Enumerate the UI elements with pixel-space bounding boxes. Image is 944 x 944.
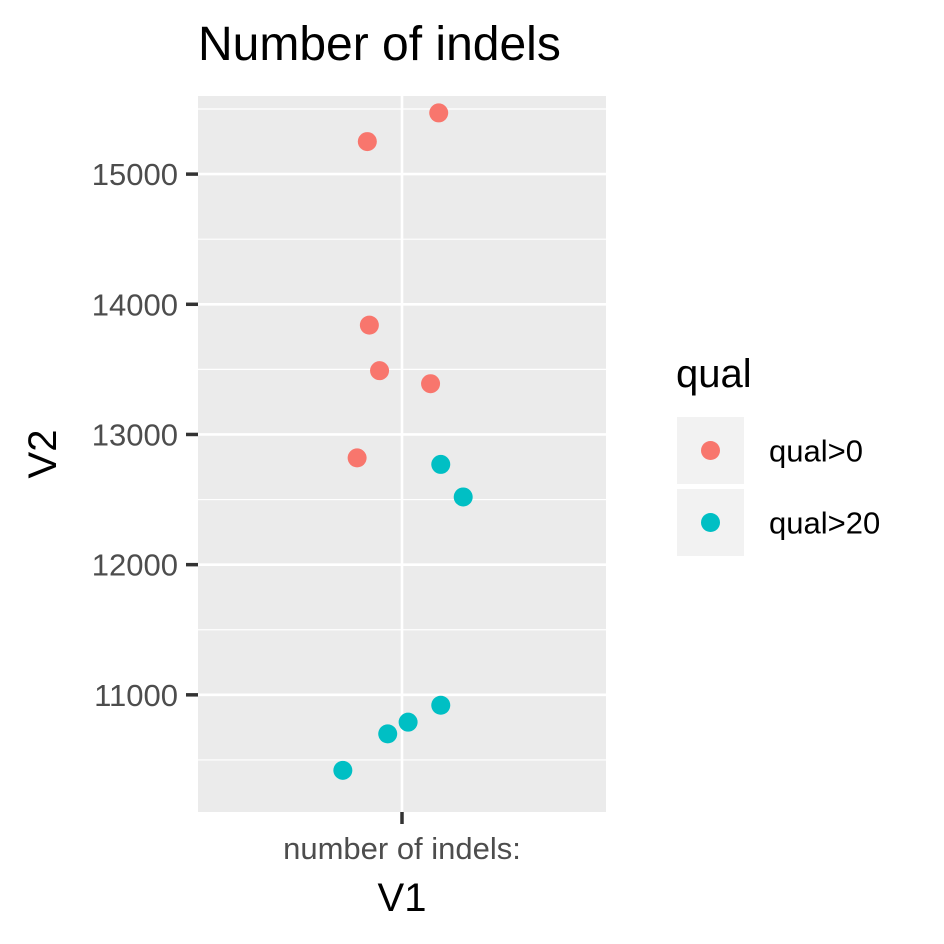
point-qual>20 xyxy=(378,724,398,744)
point-qual>0 xyxy=(370,361,390,381)
point-qual>20 xyxy=(453,487,473,507)
legend: qual qual>0 qual>20 xyxy=(676,352,880,556)
y-tick-label: 15000 xyxy=(92,157,178,192)
point-qual>20 xyxy=(398,712,418,732)
legend-label: qual>20 xyxy=(769,506,880,541)
point-qual>0 xyxy=(359,315,379,335)
legend-title: qual xyxy=(676,352,752,396)
y-tick-label: 14000 xyxy=(92,287,178,322)
y-axis: 11000 12000 13000 14000 15000 xyxy=(92,157,198,713)
point-qual>0 xyxy=(429,103,449,123)
x-axis: number of indels: xyxy=(283,812,521,866)
legend-items: qual>0 qual>20 xyxy=(677,417,880,556)
y-tick-label: 11000 xyxy=(94,678,178,713)
legend-key-point xyxy=(701,441,720,460)
legend-label: qual>0 xyxy=(769,434,863,469)
x-axis-title: V1 xyxy=(378,876,427,920)
y-tick-label: 13000 xyxy=(92,417,178,452)
gridlines xyxy=(198,96,606,812)
data-points xyxy=(333,103,473,780)
chart-title: Number of indels xyxy=(198,18,561,71)
point-qual>20 xyxy=(333,760,353,780)
point-qual>0 xyxy=(421,374,441,394)
y-tick-label: 12000 xyxy=(92,548,178,583)
y-axis-title: V2 xyxy=(21,430,65,479)
point-qual>20 xyxy=(431,454,451,474)
x-tick-label: number of indels: xyxy=(283,831,521,866)
point-qual>20 xyxy=(431,695,451,715)
legend-key-point xyxy=(701,513,720,532)
point-qual>0 xyxy=(357,132,377,152)
point-qual>0 xyxy=(347,448,367,468)
